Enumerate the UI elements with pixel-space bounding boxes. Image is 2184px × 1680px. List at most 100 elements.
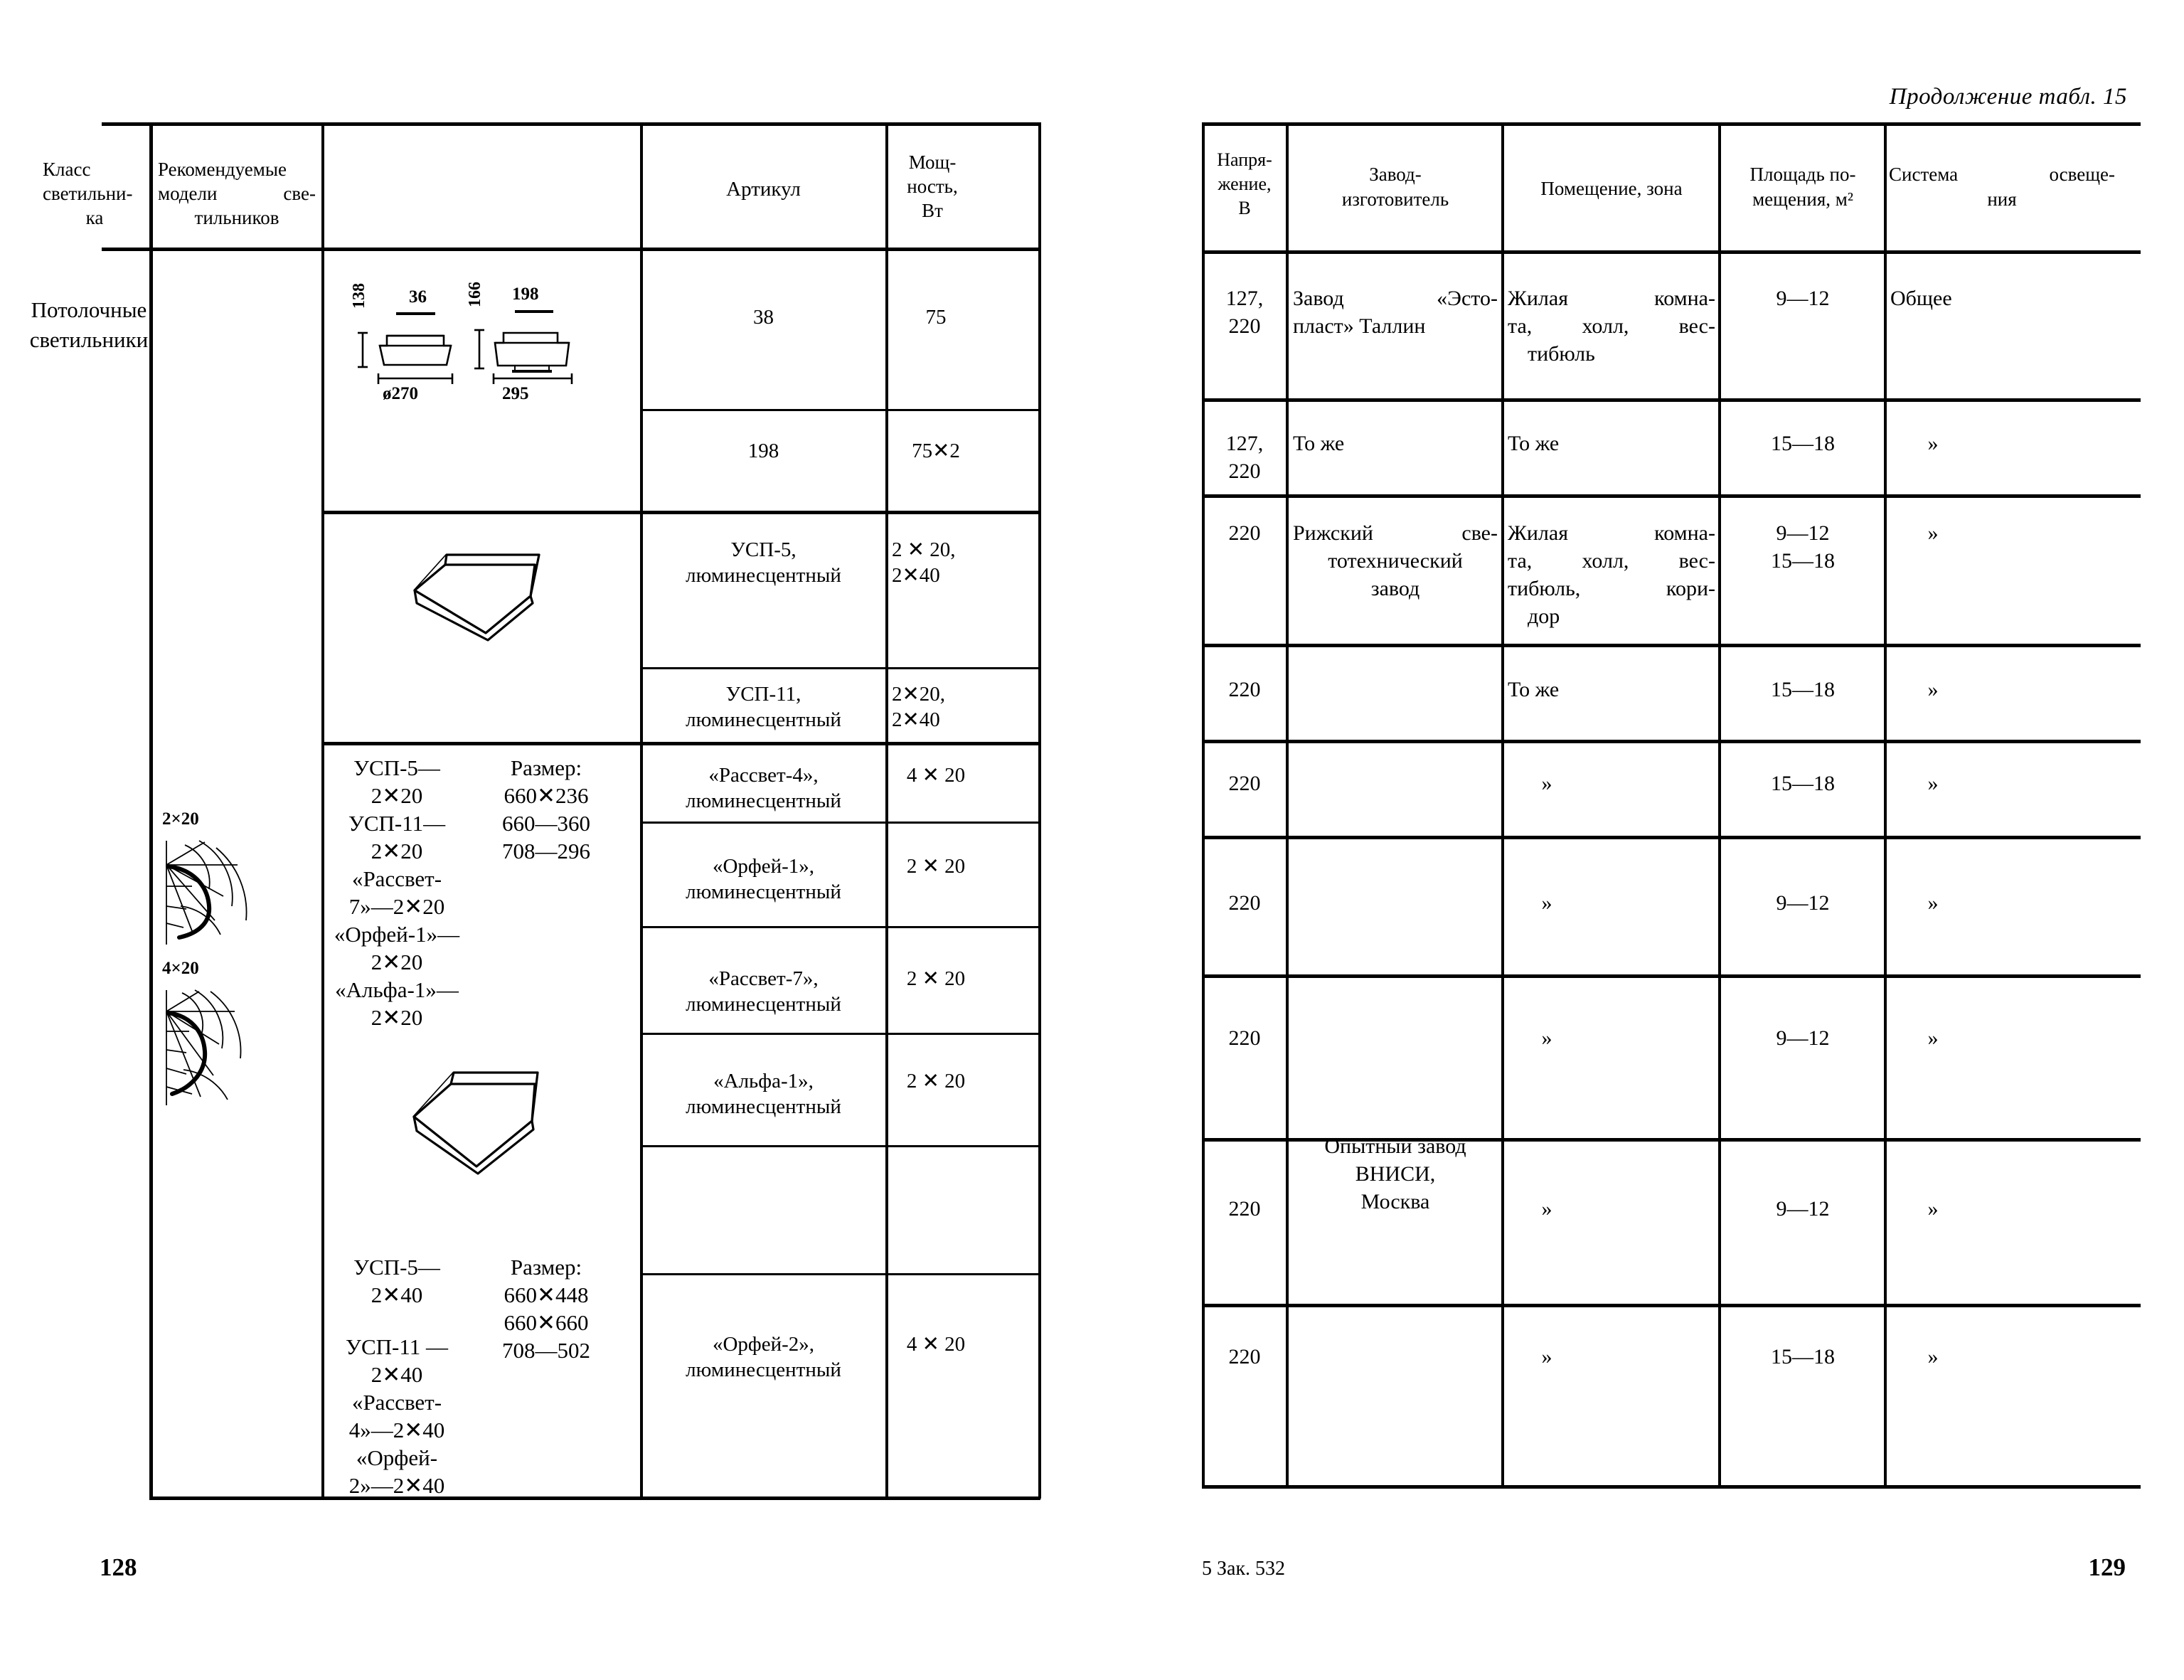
models-b1-l5: 7»—2✕20 <box>348 894 445 920</box>
area-cell-6: 9—12 <box>1776 1026 1830 1050</box>
room-cell-0: Жилая комна- та, холл, вес- тибюль <box>1508 285 1715 368</box>
left-header-power: Мощ- ность, Вт <box>890 151 975 223</box>
left-row-rule-7 <box>640 1033 1040 1035</box>
isometric-luminaire-drawing-2 <box>412 1071 539 1175</box>
area-cell-3: 15—18 <box>1771 678 1835 701</box>
models-b1-size-0: 660✕236 <box>504 783 589 809</box>
right-header-system-l2: ния <box>1987 188 2017 211</box>
room-cell-5: » <box>1541 891 1552 915</box>
maker-cell-2-l3: завод <box>1370 577 1420 600</box>
polar-diagram-2 <box>166 989 242 1105</box>
voltage-cell-7: 220 <box>1228 1197 1261 1221</box>
dim-label-166: 166 <box>466 282 484 307</box>
models-block-2-left: УСП-5— 2✕40 УСП-11 — 2✕40 «Рассвет- 4»—2… <box>326 1253 468 1499</box>
models-b2-l5: 4»—2✕40 <box>348 1418 445 1443</box>
right-row-rule-7 <box>1202 1138 2141 1142</box>
models-b2-l7: 2»—2✕40 <box>348 1473 445 1499</box>
right-row-rule-4 <box>1202 740 2141 743</box>
models-b2-l6: «Орфей- <box>356 1445 438 1471</box>
right-header-system: Система освеще- ния <box>1889 162 2115 212</box>
voltage-cell-8: 220 <box>1228 1345 1261 1368</box>
system-cell-3: » <box>1927 678 1939 701</box>
models-b2-size-0: 660✕448 <box>504 1282 589 1308</box>
left-row-rule-8 <box>640 1145 1040 1147</box>
models-block-1-right: Размер: 660✕236 660—360 708—296 <box>475 754 617 865</box>
article-cell-3-line1: УСП-11, <box>725 683 801 706</box>
maker-cell-1: То же <box>1293 432 1345 455</box>
continuation-caption: Продолжение табл. 15 <box>1889 84 2127 110</box>
system-cell-4: » <box>1927 772 1939 795</box>
maker-cell-2-l1: Рижский све- <box>1293 521 1498 545</box>
left-page: Класс светильни- ка Рекомендуемые модели… <box>28 122 1041 1581</box>
voltage-cell-0: 127, 220 <box>1205 285 1284 340</box>
left-col-border-0 <box>149 122 153 1499</box>
left-row-rule-3 <box>640 667 1040 669</box>
maker-cell-0-l1: Завод «Эсто- <box>1293 287 1498 310</box>
right-table-top-rule <box>1202 122 2141 126</box>
article-cell-3: УСП-11, люминесцентный <box>644 681 883 733</box>
power-cell-2: 2 ✕ 20, 2✕40 <box>892 537 984 589</box>
system-cell-7: » <box>1927 1197 1939 1221</box>
voltage-cell-1-l2: 220 <box>1228 459 1261 483</box>
article-cell-8-line2: люминесцентный <box>686 1359 841 1382</box>
left-row-rule-1 <box>640 409 1040 411</box>
power-cell-1: 75✕2 <box>912 440 960 462</box>
article-cell-7-line1: «Альфа-1», <box>713 1070 814 1092</box>
power-cell-3-line2: 2✕40 <box>892 708 940 732</box>
room-cell-2-l3: тибюль, кори- <box>1508 577 1715 600</box>
left-table-bottom-rule <box>149 1496 1040 1500</box>
models-b2-l2: УСП-11 — <box>346 1334 448 1360</box>
left-row-rule-9 <box>640 1273 1040 1275</box>
right-table-header-rule <box>1202 250 2141 254</box>
room-cell-0-l2: та, холл, вес- <box>1508 314 1715 338</box>
left-header-class-line1: Класс светильни- <box>43 159 133 204</box>
left-header-class: Класс светильни- ка <box>43 158 147 230</box>
left-class-label: Потолочные светильники <box>28 295 149 355</box>
article-cell-7-line2: люминесцентный <box>686 1095 841 1119</box>
article-cell-0: 38 <box>753 306 774 329</box>
models-block-2-right: Размер: 660✕448 660✕660 708—502 <box>475 1253 617 1364</box>
signature-mark: 5 Зак. 532 <box>1202 1558 1286 1580</box>
right-header-room: Помещение, зона <box>1540 178 1683 199</box>
voltage-cell-0-l2: 220 <box>1228 314 1261 338</box>
right-row-rule-2 <box>1202 494 2141 498</box>
models-b1-l0: УСП-5— <box>353 755 440 780</box>
right-col-border-4 <box>1884 122 1887 1488</box>
power-cell-5: 2 ✕ 20 <box>906 855 966 878</box>
right-header-voltage-l2: жение, <box>1218 173 1272 194</box>
right-header-voltage-l1: Напря- <box>1217 149 1272 170</box>
right-col-border-1 <box>1286 122 1289 1488</box>
room-cell-0-l3: тибюль <box>1528 342 1595 366</box>
left-header-models: Рекомендуемые модели све- тильников <box>158 158 316 230</box>
left-col-border-3 <box>885 122 888 1499</box>
models-b1-l8: «Альфа-1»— <box>335 977 459 1003</box>
voltage-cell-4: 220 <box>1228 772 1261 795</box>
models-b1-size-title: Размер: <box>510 755 582 780</box>
right-header-voltage-l3: В <box>1238 197 1251 218</box>
dim-label-198: 198 <box>512 285 539 304</box>
right-row-rule-3 <box>1202 644 2141 647</box>
maker-cell-2: Рижский све- тотехнический завод <box>1293 519 1498 602</box>
left-table-header-rule <box>102 248 1040 251</box>
area-cell-7: 9—12 <box>1776 1197 1830 1221</box>
voltage-cell-5: 220 <box>1228 891 1261 915</box>
system-cell-0: Общее <box>1890 287 1952 310</box>
voltage-cell-0-l1: 127, <box>1225 287 1264 310</box>
article-cell-7: «Альфа-1», люминесцентный <box>644 1068 883 1120</box>
left-page-folio: 128 <box>100 1553 137 1581</box>
room-cell-2-l2: та, холл, вес- <box>1508 549 1715 573</box>
area-cell-2-l2: 15—18 <box>1771 549 1835 573</box>
article-cell-2-line1: УСП-5, <box>730 538 797 561</box>
left-header-power-line3: Вт <box>922 199 943 221</box>
article-cell-5: «Орфей-1», люминесцентный <box>644 854 883 905</box>
room-cell-1: То же <box>1508 432 1560 455</box>
dim-label-36: 36 <box>409 287 427 307</box>
article-cell-6: «Рассвет-7», люминесцентный <box>644 966 883 1018</box>
area-cell-1: 15—18 <box>1771 432 1835 455</box>
area-cell-2-l1: 9—12 <box>1776 521 1830 545</box>
system-cell-6: » <box>1927 1026 1939 1050</box>
models-b2-l1: 2✕40 <box>371 1282 423 1308</box>
system-cell-8: » <box>1927 1345 1939 1368</box>
models-b2-l0: УСП-5— <box>353 1255 440 1280</box>
voltage-cell-1-l1: 127, <box>1225 432 1264 455</box>
